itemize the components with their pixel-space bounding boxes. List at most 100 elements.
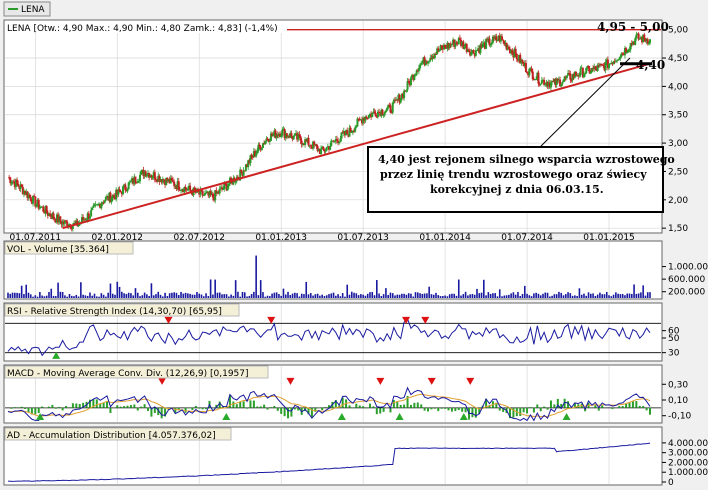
macd-hist-bar	[532, 407, 535, 413]
candle	[638, 38, 641, 40]
volume-bar	[218, 292, 221, 298]
tab-label[interactable]: LENA	[21, 5, 45, 15]
candle	[444, 44, 447, 48]
candle	[454, 42, 457, 47]
sell-marker	[158, 377, 167, 385]
candle	[230, 177, 233, 181]
volume-bar	[157, 291, 160, 298]
volume-bar	[266, 295, 269, 298]
candle	[341, 132, 344, 134]
candle	[9, 177, 12, 183]
candle	[190, 190, 193, 192]
candle	[131, 178, 134, 182]
macd-hist-bar	[526, 407, 529, 414]
candle	[263, 143, 266, 145]
volume-bar	[373, 295, 376, 298]
candle	[390, 112, 393, 114]
volume-bar	[325, 295, 328, 298]
volume-bar	[173, 292, 175, 298]
y-tick-label: 0,10	[668, 396, 688, 406]
macd-hist-bar	[61, 407, 64, 411]
macd-hist-bar	[334, 399, 337, 408]
candle	[621, 53, 624, 55]
volume-bar	[346, 284, 349, 298]
macd-hist-bar	[136, 407, 139, 411]
candle	[488, 38, 491, 46]
candle	[493, 36, 496, 39]
candle	[80, 217, 83, 223]
candle	[359, 119, 362, 121]
candle	[523, 63, 526, 67]
candle	[60, 221, 63, 225]
candle	[356, 118, 359, 127]
candle	[240, 169, 243, 173]
candle	[506, 46, 509, 50]
candle	[164, 180, 167, 185]
volume-bar	[535, 292, 537, 298]
macd-hist-bar	[256, 406, 259, 408]
sell-marker	[164, 316, 173, 324]
volume-bar	[27, 292, 30, 298]
candle	[32, 195, 35, 204]
y-tick-label: 30	[668, 349, 680, 359]
volume-bar	[284, 294, 287, 298]
volume-bar	[596, 294, 599, 298]
candle	[55, 214, 58, 223]
candle	[152, 172, 155, 177]
candle	[587, 66, 590, 69]
volume-bar	[528, 295, 531, 298]
candle	[293, 133, 296, 136]
candle	[482, 42, 485, 44]
volume-bar	[198, 293, 201, 298]
volume-bar	[232, 295, 235, 298]
candle	[535, 79, 538, 81]
candle	[445, 47, 448, 49]
ad-line	[7, 442, 651, 482]
candle	[94, 204, 97, 206]
volume-bar	[350, 291, 353, 298]
volume-bar	[300, 293, 303, 298]
volume-bar	[533, 293, 535, 298]
candle	[398, 94, 401, 103]
candle	[147, 172, 150, 175]
volume-bar	[494, 293, 496, 298]
volume-bar	[585, 295, 588, 298]
candle	[174, 185, 177, 187]
macd-hist-bar	[225, 406, 228, 408]
candle	[408, 82, 411, 86]
candle	[261, 143, 264, 148]
candle	[630, 43, 633, 45]
volume-bar	[444, 295, 446, 298]
candle	[561, 82, 564, 85]
x-tick-label: 01.07.2014	[501, 233, 553, 243]
volume-bar	[332, 292, 335, 298]
macd-hist-bar	[399, 405, 402, 408]
candle	[117, 189, 120, 195]
volume-bar	[228, 296, 230, 298]
candle	[38, 207, 41, 209]
volume-bar	[512, 292, 515, 298]
volume-bar	[389, 292, 392, 298]
candle	[329, 146, 332, 150]
annotation-line-3: korekcyjnej z dnia 06.03.15.	[430, 183, 604, 196]
candle	[407, 81, 410, 83]
candle	[104, 196, 107, 201]
candle	[387, 104, 390, 109]
macd-hist-bar	[573, 402, 576, 408]
macd-hist-bar	[184, 407, 187, 413]
candle	[45, 206, 48, 213]
volume-bar	[52, 295, 55, 298]
candle	[110, 197, 113, 203]
candle	[310, 146, 313, 149]
volume-bar	[341, 293, 344, 298]
candle	[510, 49, 513, 53]
volume-bar	[41, 295, 43, 298]
candle	[453, 39, 456, 47]
volume-bar	[366, 293, 369, 298]
candle	[42, 206, 45, 212]
candle	[441, 47, 444, 50]
sell-marker	[376, 377, 385, 385]
candle	[269, 133, 272, 141]
candle	[487, 38, 490, 41]
y-tick-label: 2,50	[668, 167, 688, 177]
